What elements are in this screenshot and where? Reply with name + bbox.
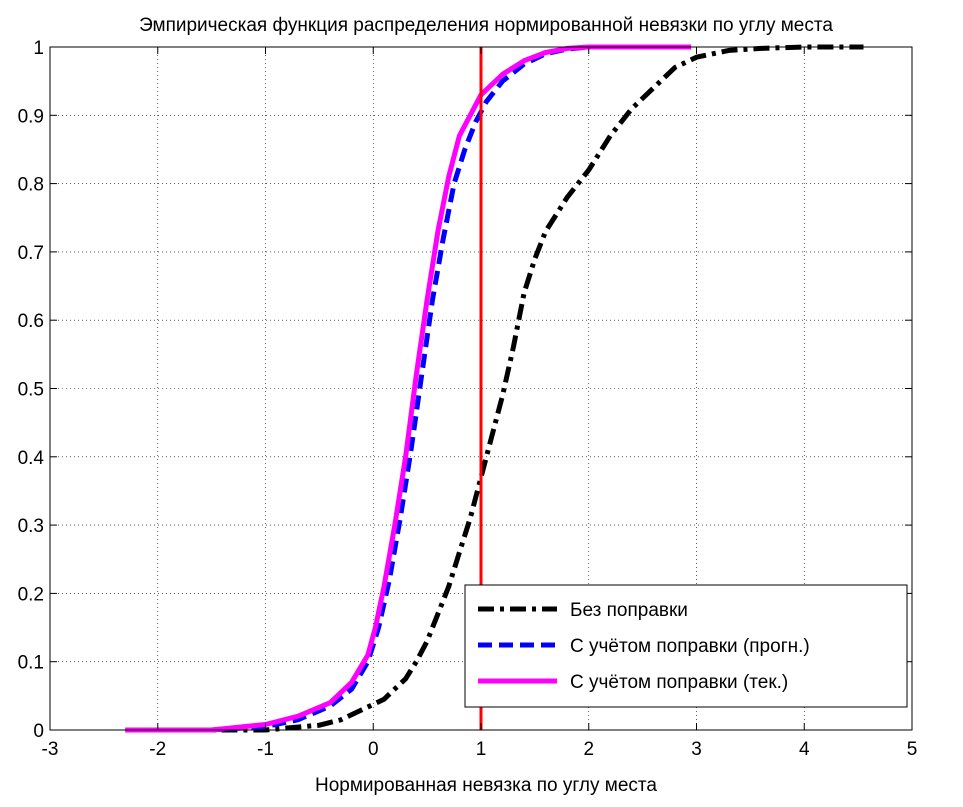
series-line-2 (125, 44, 692, 733)
chart-title: Эмпирическая функция распределения норми… (139, 15, 833, 36)
y-tick-label: 0 (33, 721, 44, 742)
y-tick-label: 0.5 (18, 380, 44, 401)
x-tick-label: 0 (368, 739, 379, 760)
legend: Без поправки С учётом поправки (прогн.) С … (464, 584, 908, 708)
legend-label-2: С учётом поправки (прогн.) (570, 636, 810, 657)
y-tick-label: 0.7 (18, 243, 44, 264)
legend-label-3: С учётом поправки (тек.) (570, 672, 788, 693)
y-tick-label: 0.4 (18, 448, 45, 469)
x-tick-label: 2 (583, 739, 594, 760)
x-tick-label: -2 (149, 739, 166, 760)
x-axis-label: Нормированная невязка по углу места (315, 775, 657, 796)
y-tick-label: 0.3 (18, 516, 44, 537)
x-tick-label: 5 (907, 739, 918, 760)
series-line-3 (125, 44, 692, 733)
series-line-1 (125, 44, 864, 733)
y-tick-label: 0.1 (18, 653, 44, 674)
x-tick-label: 4 (799, 739, 810, 760)
y-tick-label: 0.6 (18, 311, 44, 332)
x-tick-label: -3 (42, 739, 59, 760)
legend-label-1: Без поправки (570, 600, 688, 621)
x-tick-label: -1 (257, 739, 274, 760)
y-tick-label: 0.2 (18, 584, 44, 605)
legend-box (464, 584, 908, 708)
axis-ticks: -3 -2 -1 0 1 2 3 4 5 0 0.1 0.2 0.3 0.4 0.5 0.6 0.7 0.8 0.9… (18, 38, 918, 760)
x-tick-label: 3 (691, 739, 702, 760)
y-tick-label: 0.9 (18, 106, 44, 127)
y-tick-label: 0.8 (18, 175, 44, 196)
x-tick-label: 1 (476, 739, 487, 760)
y-tick-label: 1 (33, 38, 44, 59)
